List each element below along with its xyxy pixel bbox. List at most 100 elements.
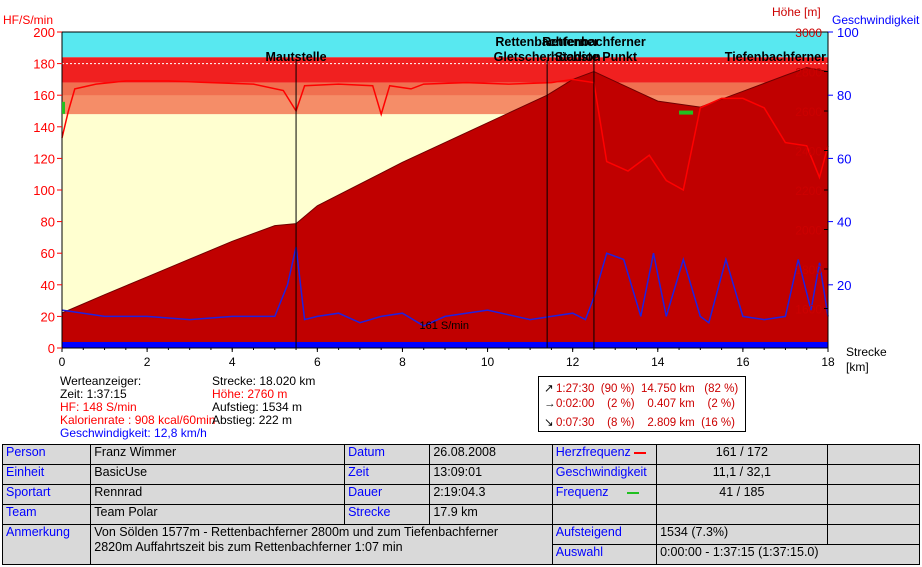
person-label: Person — [1, 444, 92, 465]
empty-cell — [656, 504, 828, 525]
hoehe-tick-label: 2000 — [795, 224, 822, 238]
speed-tick-label: 60 — [837, 151, 851, 166]
hf-value: 161 / 172 — [656, 444, 828, 465]
hoehe-tick-label: 2400 — [795, 145, 822, 159]
hf-label-text: Herzfrequenz — [555, 445, 631, 460]
speed-axis-title: Geschwindigkeit — [832, 13, 920, 27]
dauer-value: 2:19:04.3 — [429, 484, 553, 505]
zeit-value: 13:09:01 — [429, 464, 553, 485]
x-tick-label: 18 — [821, 355, 835, 369]
info-title: Werteanzeiger: — [60, 374, 142, 388]
hf-tick-label: 200 — [33, 25, 55, 40]
speed-tick-label: 20 — [837, 278, 851, 293]
dauer-label: Dauer — [344, 484, 431, 505]
baseline-bar — [62, 342, 828, 348]
freq-value: 41 / 185 — [656, 484, 828, 505]
frequency-marker — [679, 110, 694, 115]
anmerkung-line-2: 2820m Auffahrtszeit bis zum Rettenbachfe… — [94, 540, 403, 554]
value-display: Werteanzeiger: Zeit: 1:37:15 HF: 148 S/m… — [60, 374, 540, 440]
einheit-value: BasicUse — [90, 464, 346, 485]
speed-value: 11,1 / 32,1 — [656, 464, 828, 485]
empty-cell — [826, 444, 921, 465]
speed-tick-label: 80 — [837, 88, 851, 103]
table-row: Auswahl 0:00:00 - 1:37:15 (1:37:15.0) — [3, 544, 920, 565]
hf-tick-label: 0 — [48, 341, 55, 356]
info-ascent: Aufstieg: 1534 m — [212, 400, 303, 414]
marker-label: Gletscher Stadion — [494, 50, 601, 64]
frequency-marker — [62, 101, 65, 114]
table-row: Anmerkung Von Sölden 1577m - Rettenbachf… — [1, 524, 921, 565]
empty-cell — [826, 524, 921, 545]
x-tick-label: 8 — [399, 355, 406, 369]
info-speed: Geschwindigkeit: 12,8 km/h — [60, 426, 207, 440]
hf-tick-label: 160 — [33, 88, 55, 103]
trend-down-text: 0:07:30 (8 %) 2.809 km (16 %) — [556, 417, 735, 429]
datum-value: 26.08.2008 — [429, 444, 553, 465]
datum-label: Datum — [344, 444, 431, 465]
auswahl-value: 0:00:00 - 1:37:15 (1:37:15.0) — [656, 544, 920, 565]
hf-tick-label: 100 — [33, 183, 55, 198]
empty-cell — [826, 464, 921, 485]
trend-row-down: ↘ 0:07:30 (8 %) 2.809 km (16 %) — [544, 415, 735, 429]
x-tick-label: 16 — [736, 355, 750, 369]
x-tick-label: 12 — [566, 355, 580, 369]
anmerkung-value: Von Sölden 1577m - Rettenbachferner 2800… — [90, 524, 553, 565]
team-value: Team Polar — [90, 504, 346, 525]
x-axis-unit: [km] — [846, 360, 869, 374]
hf-tick-label: 40 — [41, 278, 55, 293]
hf-series-line — [61, 78, 829, 192]
strecke-label: Strecke — [344, 504, 431, 525]
info-altitude: Höhe: 2760 m — [212, 387, 288, 401]
hf-legend-icon — [633, 451, 646, 454]
anmerkung-label: Anmerkung — [1, 524, 92, 565]
sportart-label: Sportart — [1, 484, 92, 505]
auswahl-label: Auswahl — [551, 544, 658, 565]
hf-label: Herzfrequenz — [551, 444, 658, 465]
hoehe-tick-label: 2600 — [795, 105, 822, 119]
profile-chart: 161 S/min Mautstelle RettenbachfernerGlets… — [33, 25, 858, 369]
hoehe-tick-label: 3000 — [795, 26, 822, 40]
marker-label: Rettenbachferner — [495, 35, 599, 49]
info-calories: Kalorienrate : 908 kcal/60min — [60, 413, 216, 427]
arrow-down-icon: ↘ — [544, 417, 554, 429]
person-value: Franz Wimmer — [90, 444, 346, 465]
strecke-value: 17.9 km — [429, 504, 553, 525]
info-distance: Strecke: 18.020 km — [212, 374, 316, 388]
zeit-label: Zeit — [344, 464, 431, 485]
x-tick-label: 10 — [481, 355, 495, 369]
hoehe-tick-label: 2800 — [795, 66, 822, 80]
marker-label: Tiefenbachferner — [725, 50, 826, 64]
einheit-label: Einheit — [1, 464, 92, 485]
freq-label: Frequenz — [551, 484, 658, 505]
freq-label-text: Frequenz — [555, 485, 609, 500]
hoehe-tick-label: 1600 — [795, 303, 822, 317]
aufsteigend-label: Aufsteigend — [551, 524, 658, 545]
trend-flat-text: 0:02:00 (2 %) 0.407 km (2 %) — [556, 398, 735, 410]
hoehe-tick-label: 1800 — [795, 263, 822, 277]
hf-zone-band — [62, 57, 828, 83]
session-data-table: Person Franz Wimmer Datum 26.08.2008 Her… — [1, 444, 921, 565]
x-tick-label: 2 — [144, 355, 151, 369]
speed-label: Geschwindigkeit — [551, 464, 658, 485]
anmerkung-line-1: Von Sölden 1577m - Rettenbachferner 2800… — [94, 525, 499, 540]
hoehe-axis-title: Höhe [m] — [772, 5, 821, 19]
hf-tick-label: 120 — [33, 151, 55, 166]
table-row: Sportart Rennrad Dauer 2:19:04.3 Frequen… — [1, 484, 921, 505]
speed-tick-label: 40 — [837, 215, 851, 230]
speed-label-text: Geschwindigkeit — [555, 465, 647, 480]
x-tick-label: 0 — [59, 355, 66, 369]
marker-label: Rettenbachferner — [542, 35, 646, 49]
table-row: Team Team Polar Strecke 17.9 km — [1, 504, 921, 525]
x-axis-title: Strecke — [846, 345, 887, 359]
trend-up-text: 1:27:30 (90 %) 14.750 km (82 %) — [556, 383, 739, 395]
info-descent: Abstieg: 222 m — [212, 413, 293, 427]
trend-summary-box: ↗ 1:27:30 (90 %) 14.750 km (82 %) →0:02:0… — [538, 376, 746, 432]
freq-legend-icon — [626, 491, 639, 494]
altitude-area — [61, 67, 829, 349]
arrow-up-icon: ↗ — [544, 383, 554, 395]
hf-axis-title: HF/S/min — [3, 13, 54, 27]
x-tick-label: 14 — [651, 355, 665, 369]
speed-series-line — [61, 246, 829, 327]
hf-tick-label: 80 — [41, 215, 55, 230]
hoehe-tick-label: 2200 — [795, 184, 822, 198]
